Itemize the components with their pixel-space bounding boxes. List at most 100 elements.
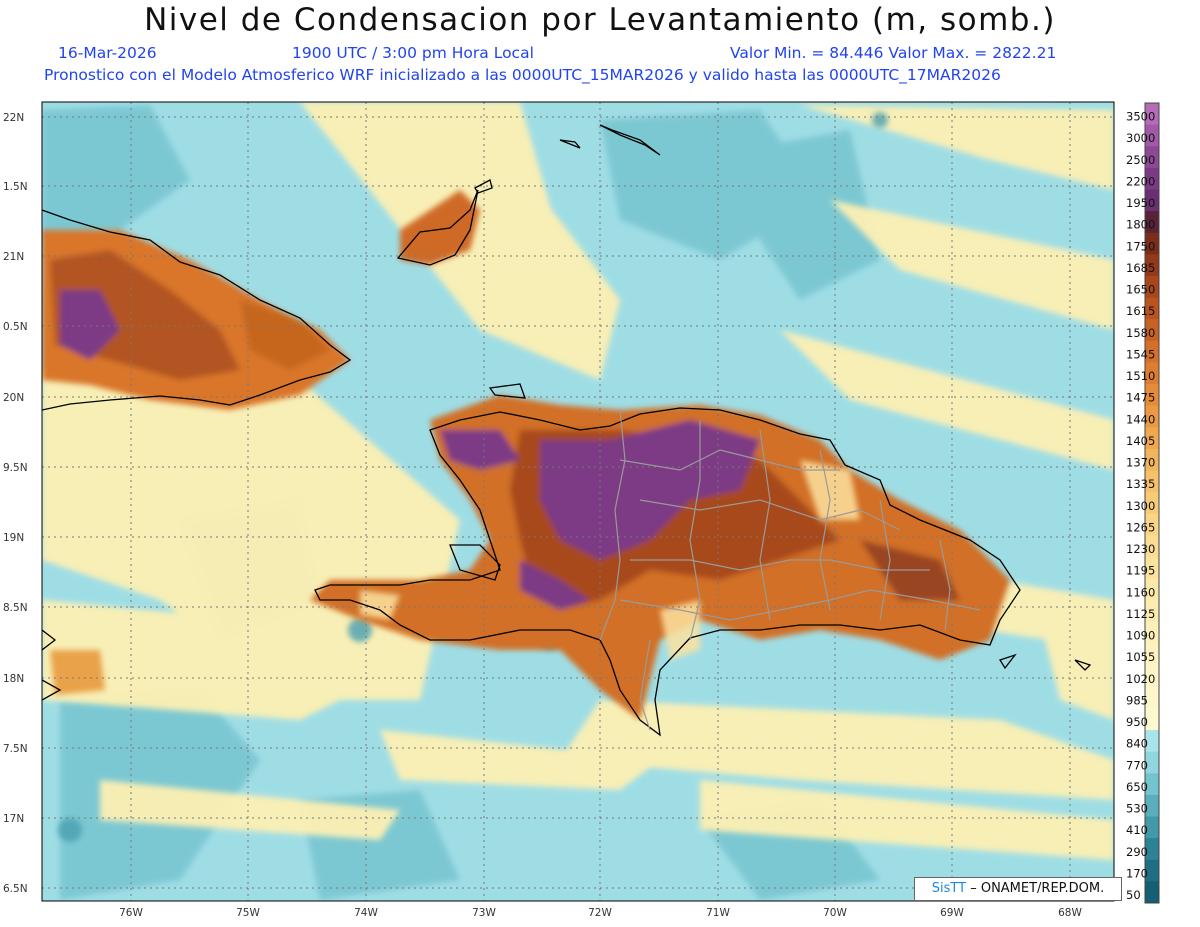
- shaded-field: [42, 102, 1114, 901]
- colorbar-swatch: [1145, 189, 1159, 212]
- colorbar-label: 1160: [1126, 585, 1155, 599]
- page-title: Nivel de Condensacion por Levantamiento …: [144, 2, 1056, 38]
- lon-label: 69W: [940, 907, 964, 919]
- colorbar-label: 840: [1126, 737, 1148, 751]
- colorbar-label: 1090: [1126, 629, 1155, 643]
- lon-label: 68W: [1058, 907, 1082, 919]
- lon-label: 74W: [354, 907, 378, 919]
- lat-label: 9.5N: [3, 462, 28, 474]
- colorbar-swatch: [1145, 838, 1159, 861]
- colorbar-label: 1580: [1126, 326, 1155, 340]
- colorbar-label: 650: [1126, 780, 1148, 794]
- colorbar-label: 170: [1126, 866, 1148, 880]
- lat-label: 7.5N: [3, 743, 28, 755]
- colorbar-swatch: [1145, 405, 1159, 428]
- colorbar-label: 3000: [1126, 131, 1155, 145]
- colorbar-swatch: [1145, 167, 1159, 190]
- colorbar-swatch: [1145, 103, 1159, 126]
- colorbar-swatch: [1145, 557, 1159, 580]
- min-max-label: Valor Min. = 84.446 Valor Max. = 2822.21: [730, 44, 1057, 62]
- colorbar-swatch: [1145, 427, 1159, 450]
- colorbar-swatch: [1145, 448, 1159, 472]
- colorbar-swatch: [1145, 751, 1159, 774]
- colorbar-label: 3500: [1126, 110, 1155, 124]
- colorbar-swatch: [1145, 730, 1159, 753]
- colorbar-swatch: [1145, 794, 1159, 818]
- colorbar-label: 1195: [1126, 564, 1155, 578]
- colorbar-label: 1950: [1126, 196, 1155, 210]
- colorbar-swatch: [1145, 211, 1159, 234]
- colorbar-label: 1020: [1126, 672, 1155, 686]
- colorbar-label: 1545: [1126, 347, 1155, 361]
- colorbar-label: 1055: [1126, 650, 1155, 664]
- lat-label: 8.5N: [3, 602, 28, 614]
- colorbar-label: 1685: [1126, 261, 1155, 275]
- lon-axis: 76W 75W 74W 73W 72W 71W 70W 69W 68W: [119, 907, 1082, 919]
- colorbar-swatch: [1145, 384, 1159, 407]
- lat-label: 1.5N: [3, 181, 28, 193]
- colorbar-label: 1335: [1126, 477, 1155, 491]
- colorbar-label: 1475: [1126, 391, 1155, 405]
- colorbar-label: 1615: [1126, 304, 1155, 318]
- colorbar-swatch: [1145, 513, 1159, 536]
- colorbar-swatch: [1145, 881, 1159, 904]
- lat-label: 17N: [3, 813, 24, 825]
- colorbar-label: 985: [1126, 693, 1148, 707]
- lon-label: 71W: [706, 907, 730, 919]
- map-frame: [41, 101, 1115, 902]
- colorbar-label: 1230: [1126, 542, 1155, 556]
- colorbar-label: 1750: [1126, 239, 1155, 253]
- lat-label: 20N: [3, 392, 24, 404]
- lon-label: 72W: [588, 907, 612, 919]
- colorbar-swatch: [1145, 124, 1159, 147]
- colorbar-swatch: [1145, 535, 1159, 558]
- colorbar-label: 950: [1126, 715, 1148, 729]
- colorbar-swatch: [1145, 470, 1159, 493]
- lat-label: 18N: [3, 673, 24, 685]
- colorbar-swatch: [1145, 146, 1159, 169]
- colorbar-swatch: [1145, 340, 1159, 363]
- colorbar-swatch: [1145, 319, 1159, 342]
- colorbar-label: 1265: [1126, 520, 1155, 534]
- forecast-info: Pronostico con el Modelo Atmosferico WRF…: [44, 66, 1001, 84]
- colorbar-swatch: [1145, 686, 1159, 709]
- colorbar-label: 290: [1126, 845, 1148, 859]
- lat-axis: 22N 1.5N 21N 0.5N 20N 9.5N 19N 8.5N 18N …: [3, 112, 28, 895]
- colorbar-swatch: [1145, 773, 1159, 796]
- colorbar-frame: [1144, 102, 1160, 904]
- colorbar-swatch: [1145, 665, 1159, 688]
- colorbar-swatch: [1145, 600, 1159, 623]
- colorbar-swatch: [1145, 578, 1159, 601]
- lon-label: 76W: [119, 907, 143, 919]
- colorbar-label: 1125: [1126, 607, 1155, 621]
- lon-label: 73W: [472, 907, 496, 919]
- colorbar-swatch: [1145, 621, 1159, 645]
- colorbar-swatch: [1145, 297, 1159, 320]
- colorbar-label: 2500: [1126, 153, 1155, 167]
- credit-text: – ONAMET/REP.DOM.: [970, 881, 1105, 896]
- lat-label: 21N: [3, 251, 24, 263]
- colorbar-label: 530: [1126, 802, 1148, 816]
- lon-label: 70W: [823, 907, 847, 919]
- time-label: 1900 UTC / 3:00 pm Hora Local: [292, 44, 534, 62]
- sistt-logo: SisTT: [931, 881, 967, 896]
- colorbar-label: 50: [1126, 888, 1141, 902]
- colorbar-label: 1510: [1126, 369, 1155, 383]
- lat-label: 22N: [3, 112, 24, 124]
- colorbar-label: 2200: [1126, 174, 1155, 188]
- colorbar-swatch: [1145, 254, 1159, 277]
- colorbar-label: 1650: [1126, 283, 1155, 297]
- colorbar-swatch: [1145, 859, 1159, 882]
- colorbar-label: 410: [1126, 823, 1148, 837]
- lat-label: 0.5N: [3, 321, 28, 333]
- date-label: 16-Mar-2026: [58, 44, 157, 62]
- colorbar-label: 1800: [1126, 218, 1155, 232]
- colorbar: 3500 3000 2500 2200 1950 1800 1750 1685 1650 1615…: [1126, 102, 1160, 904]
- lat-label: 19N: [3, 532, 24, 544]
- colorbar-swatch: [1145, 816, 1159, 839]
- colorbar-label: 1300: [1126, 499, 1155, 513]
- colorbar-swatch: [1145, 232, 1159, 255]
- colorbar-swatch: [1145, 708, 1159, 731]
- colorbar-swatch: [1145, 362, 1159, 385]
